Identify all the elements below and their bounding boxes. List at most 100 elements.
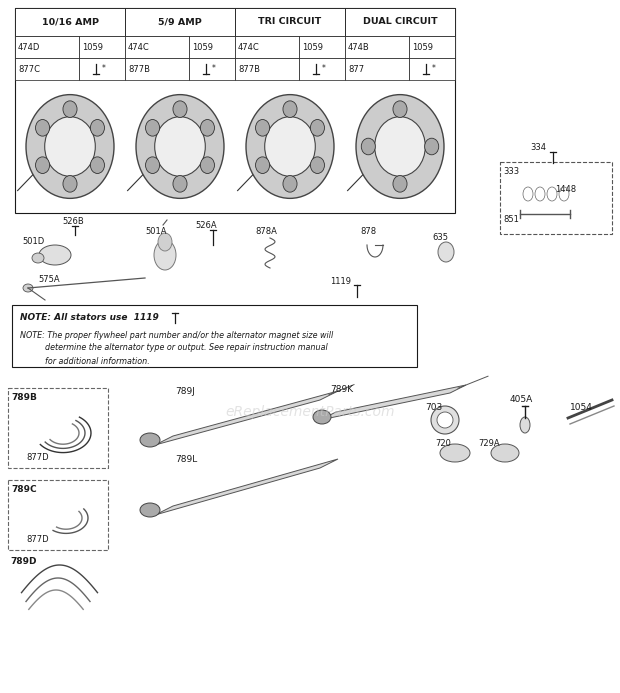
Polygon shape — [155, 459, 338, 515]
Ellipse shape — [311, 119, 324, 136]
FancyBboxPatch shape — [125, 8, 235, 36]
Ellipse shape — [136, 95, 224, 198]
Text: 877B: 877B — [238, 64, 260, 73]
Text: 851: 851 — [503, 216, 519, 225]
Ellipse shape — [200, 119, 215, 136]
Ellipse shape — [393, 175, 407, 192]
FancyBboxPatch shape — [345, 36, 409, 58]
Circle shape — [437, 412, 453, 428]
Text: 789K: 789K — [330, 385, 353, 394]
Text: determine the alternator type or output. See repair instruction manual: determine the alternator type or output.… — [20, 344, 328, 353]
Ellipse shape — [154, 240, 176, 270]
Ellipse shape — [438, 242, 454, 262]
Text: 405A: 405A — [510, 396, 533, 405]
Text: 635: 635 — [432, 232, 448, 241]
Text: 1059: 1059 — [302, 42, 323, 51]
Text: 1119: 1119 — [330, 277, 351, 286]
Text: 501A: 501A — [145, 227, 167, 236]
Ellipse shape — [265, 116, 316, 176]
Text: *: * — [321, 64, 326, 73]
Text: NOTE: The proper flywheel part number and/or the alternator magnet size will: NOTE: The proper flywheel part number an… — [20, 331, 334, 340]
Text: *: * — [211, 64, 215, 73]
Ellipse shape — [173, 101, 187, 117]
Text: 474D: 474D — [18, 42, 40, 51]
Text: 526A: 526A — [195, 220, 216, 229]
Text: for additional information.: for additional information. — [20, 356, 150, 365]
Ellipse shape — [356, 95, 444, 198]
Text: 334: 334 — [530, 143, 546, 152]
Text: 575A: 575A — [38, 276, 60, 285]
Text: 1059: 1059 — [192, 42, 213, 51]
Text: 333: 333 — [503, 168, 519, 177]
Ellipse shape — [146, 119, 159, 136]
Text: 1054: 1054 — [570, 403, 593, 412]
FancyBboxPatch shape — [299, 58, 345, 80]
Ellipse shape — [425, 138, 439, 155]
Polygon shape — [320, 385, 466, 420]
Ellipse shape — [39, 245, 71, 265]
Text: 789C: 789C — [11, 486, 37, 495]
FancyBboxPatch shape — [500, 162, 612, 234]
FancyBboxPatch shape — [79, 36, 125, 58]
Ellipse shape — [146, 157, 159, 173]
Ellipse shape — [311, 157, 324, 173]
Text: 5/9 AMP: 5/9 AMP — [158, 17, 202, 26]
Ellipse shape — [200, 157, 215, 173]
Text: 878: 878 — [360, 227, 376, 236]
Text: 789L: 789L — [175, 455, 197, 464]
Text: 1059: 1059 — [82, 42, 103, 51]
Text: 526B: 526B — [62, 218, 84, 227]
FancyBboxPatch shape — [15, 8, 125, 36]
FancyBboxPatch shape — [15, 8, 455, 213]
Ellipse shape — [26, 95, 114, 198]
Text: 720: 720 — [435, 439, 451, 448]
Text: eReplacementParts.com: eReplacementParts.com — [225, 405, 395, 419]
Ellipse shape — [23, 284, 33, 292]
FancyBboxPatch shape — [189, 58, 235, 80]
FancyBboxPatch shape — [8, 480, 108, 550]
Ellipse shape — [35, 157, 50, 173]
Ellipse shape — [173, 175, 187, 192]
Ellipse shape — [283, 175, 297, 192]
FancyBboxPatch shape — [409, 36, 455, 58]
FancyBboxPatch shape — [8, 388, 108, 468]
Text: 729A: 729A — [478, 439, 500, 448]
Text: 474B: 474B — [348, 42, 370, 51]
Ellipse shape — [491, 444, 519, 462]
Ellipse shape — [63, 175, 77, 192]
FancyBboxPatch shape — [299, 36, 345, 58]
Ellipse shape — [91, 119, 105, 136]
Ellipse shape — [63, 101, 77, 117]
Ellipse shape — [155, 116, 205, 176]
Circle shape — [431, 406, 459, 434]
Text: 501D: 501D — [22, 238, 44, 247]
FancyBboxPatch shape — [15, 58, 79, 80]
Ellipse shape — [91, 157, 105, 173]
Ellipse shape — [520, 417, 530, 433]
Text: 877D: 877D — [26, 536, 48, 545]
Ellipse shape — [246, 95, 334, 198]
Text: 789B: 789B — [11, 394, 37, 403]
Ellipse shape — [361, 138, 375, 155]
Text: 474C: 474C — [128, 42, 150, 51]
Text: 877D: 877D — [26, 453, 48, 462]
Ellipse shape — [393, 101, 407, 117]
Ellipse shape — [140, 433, 160, 447]
Ellipse shape — [140, 503, 160, 517]
Text: 878A: 878A — [255, 227, 277, 236]
Ellipse shape — [440, 444, 470, 462]
FancyBboxPatch shape — [235, 36, 299, 58]
Text: 10/16 AMP: 10/16 AMP — [42, 17, 99, 26]
Text: 703: 703 — [425, 403, 442, 412]
Text: TRI CIRCUIT: TRI CIRCUIT — [259, 17, 322, 26]
Text: *: * — [432, 64, 435, 73]
Text: 789J: 789J — [175, 387, 195, 396]
FancyBboxPatch shape — [125, 58, 189, 80]
FancyBboxPatch shape — [235, 58, 299, 80]
Text: 877: 877 — [348, 64, 364, 73]
Text: 877C: 877C — [18, 64, 40, 73]
Polygon shape — [155, 391, 338, 445]
Text: 1059: 1059 — [412, 42, 433, 51]
Text: 1448: 1448 — [555, 186, 576, 195]
Ellipse shape — [32, 253, 44, 263]
